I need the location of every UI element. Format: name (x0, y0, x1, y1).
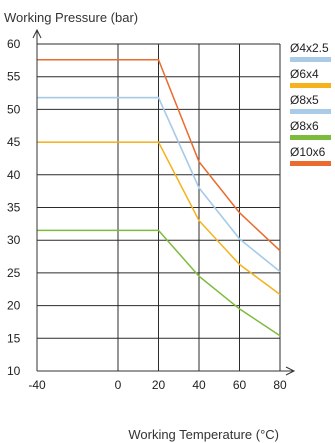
grid (37, 43, 281, 371)
axes (32, 28, 296, 376)
y-tick-label: 45 (7, 135, 21, 149)
y-tick-label: 10 (7, 364, 21, 378)
legend-swatch-2 (290, 83, 331, 88)
series-lines (37, 58, 281, 337)
x-tick-label: 40 (192, 378, 206, 392)
legend-label-4: Ø8x6 (290, 119, 319, 133)
series-line-4 (37, 229, 281, 337)
legend-label-5: Ø10x6 (290, 145, 326, 159)
legend-label-3: Ø8x5 (290, 93, 319, 107)
legend: Ø4x2.5 Ø6x4 Ø8x5 Ø8x6 Ø10x6 (290, 41, 331, 166)
legend-swatch-1 (290, 57, 331, 62)
y-tick-label: 15 (7, 331, 21, 345)
y-tick-label: 55 (7, 70, 21, 84)
y-tick-label: 30 (7, 233, 21, 247)
y-tick-label: 50 (7, 102, 21, 116)
y-axis-title: Working Pressure (bar) (4, 10, 138, 25)
legend-label-1: Ø4x2.5 (290, 41, 329, 55)
series-line-2 (37, 141, 281, 296)
x-axis-arrow-icon (285, 366, 296, 376)
legend-swatch-4 (290, 135, 331, 140)
x-tick-label: 80 (273, 378, 287, 392)
y-tick-label: 60 (7, 37, 21, 51)
y-axis-arrow-icon (32, 28, 42, 39)
legend-label-2: Ø6x4 (290, 67, 319, 81)
x-tick-label: 0 (115, 378, 122, 392)
y-tick-label: 40 (7, 168, 21, 182)
y-tick-label: 35 (7, 201, 21, 215)
x-tick-label: 20 (152, 378, 166, 392)
x-tick-label: 60 (233, 378, 247, 392)
legend-swatch-3 (290, 109, 331, 114)
x-tick-label: -40 (28, 378, 46, 392)
y-tick-label: 20 (7, 299, 21, 313)
x-axis-title: Working Temperature (°C) (128, 427, 279, 442)
tick-labels: 10 15 20 25 30 35 40 45 50 55 60 -40 0 20 40 60 80 (7, 37, 287, 392)
series-line-5 (37, 58, 281, 252)
y-tick-label: 25 (7, 266, 21, 280)
legend-swatch-5 (290, 161, 331, 166)
series-line-3 (37, 96, 281, 273)
